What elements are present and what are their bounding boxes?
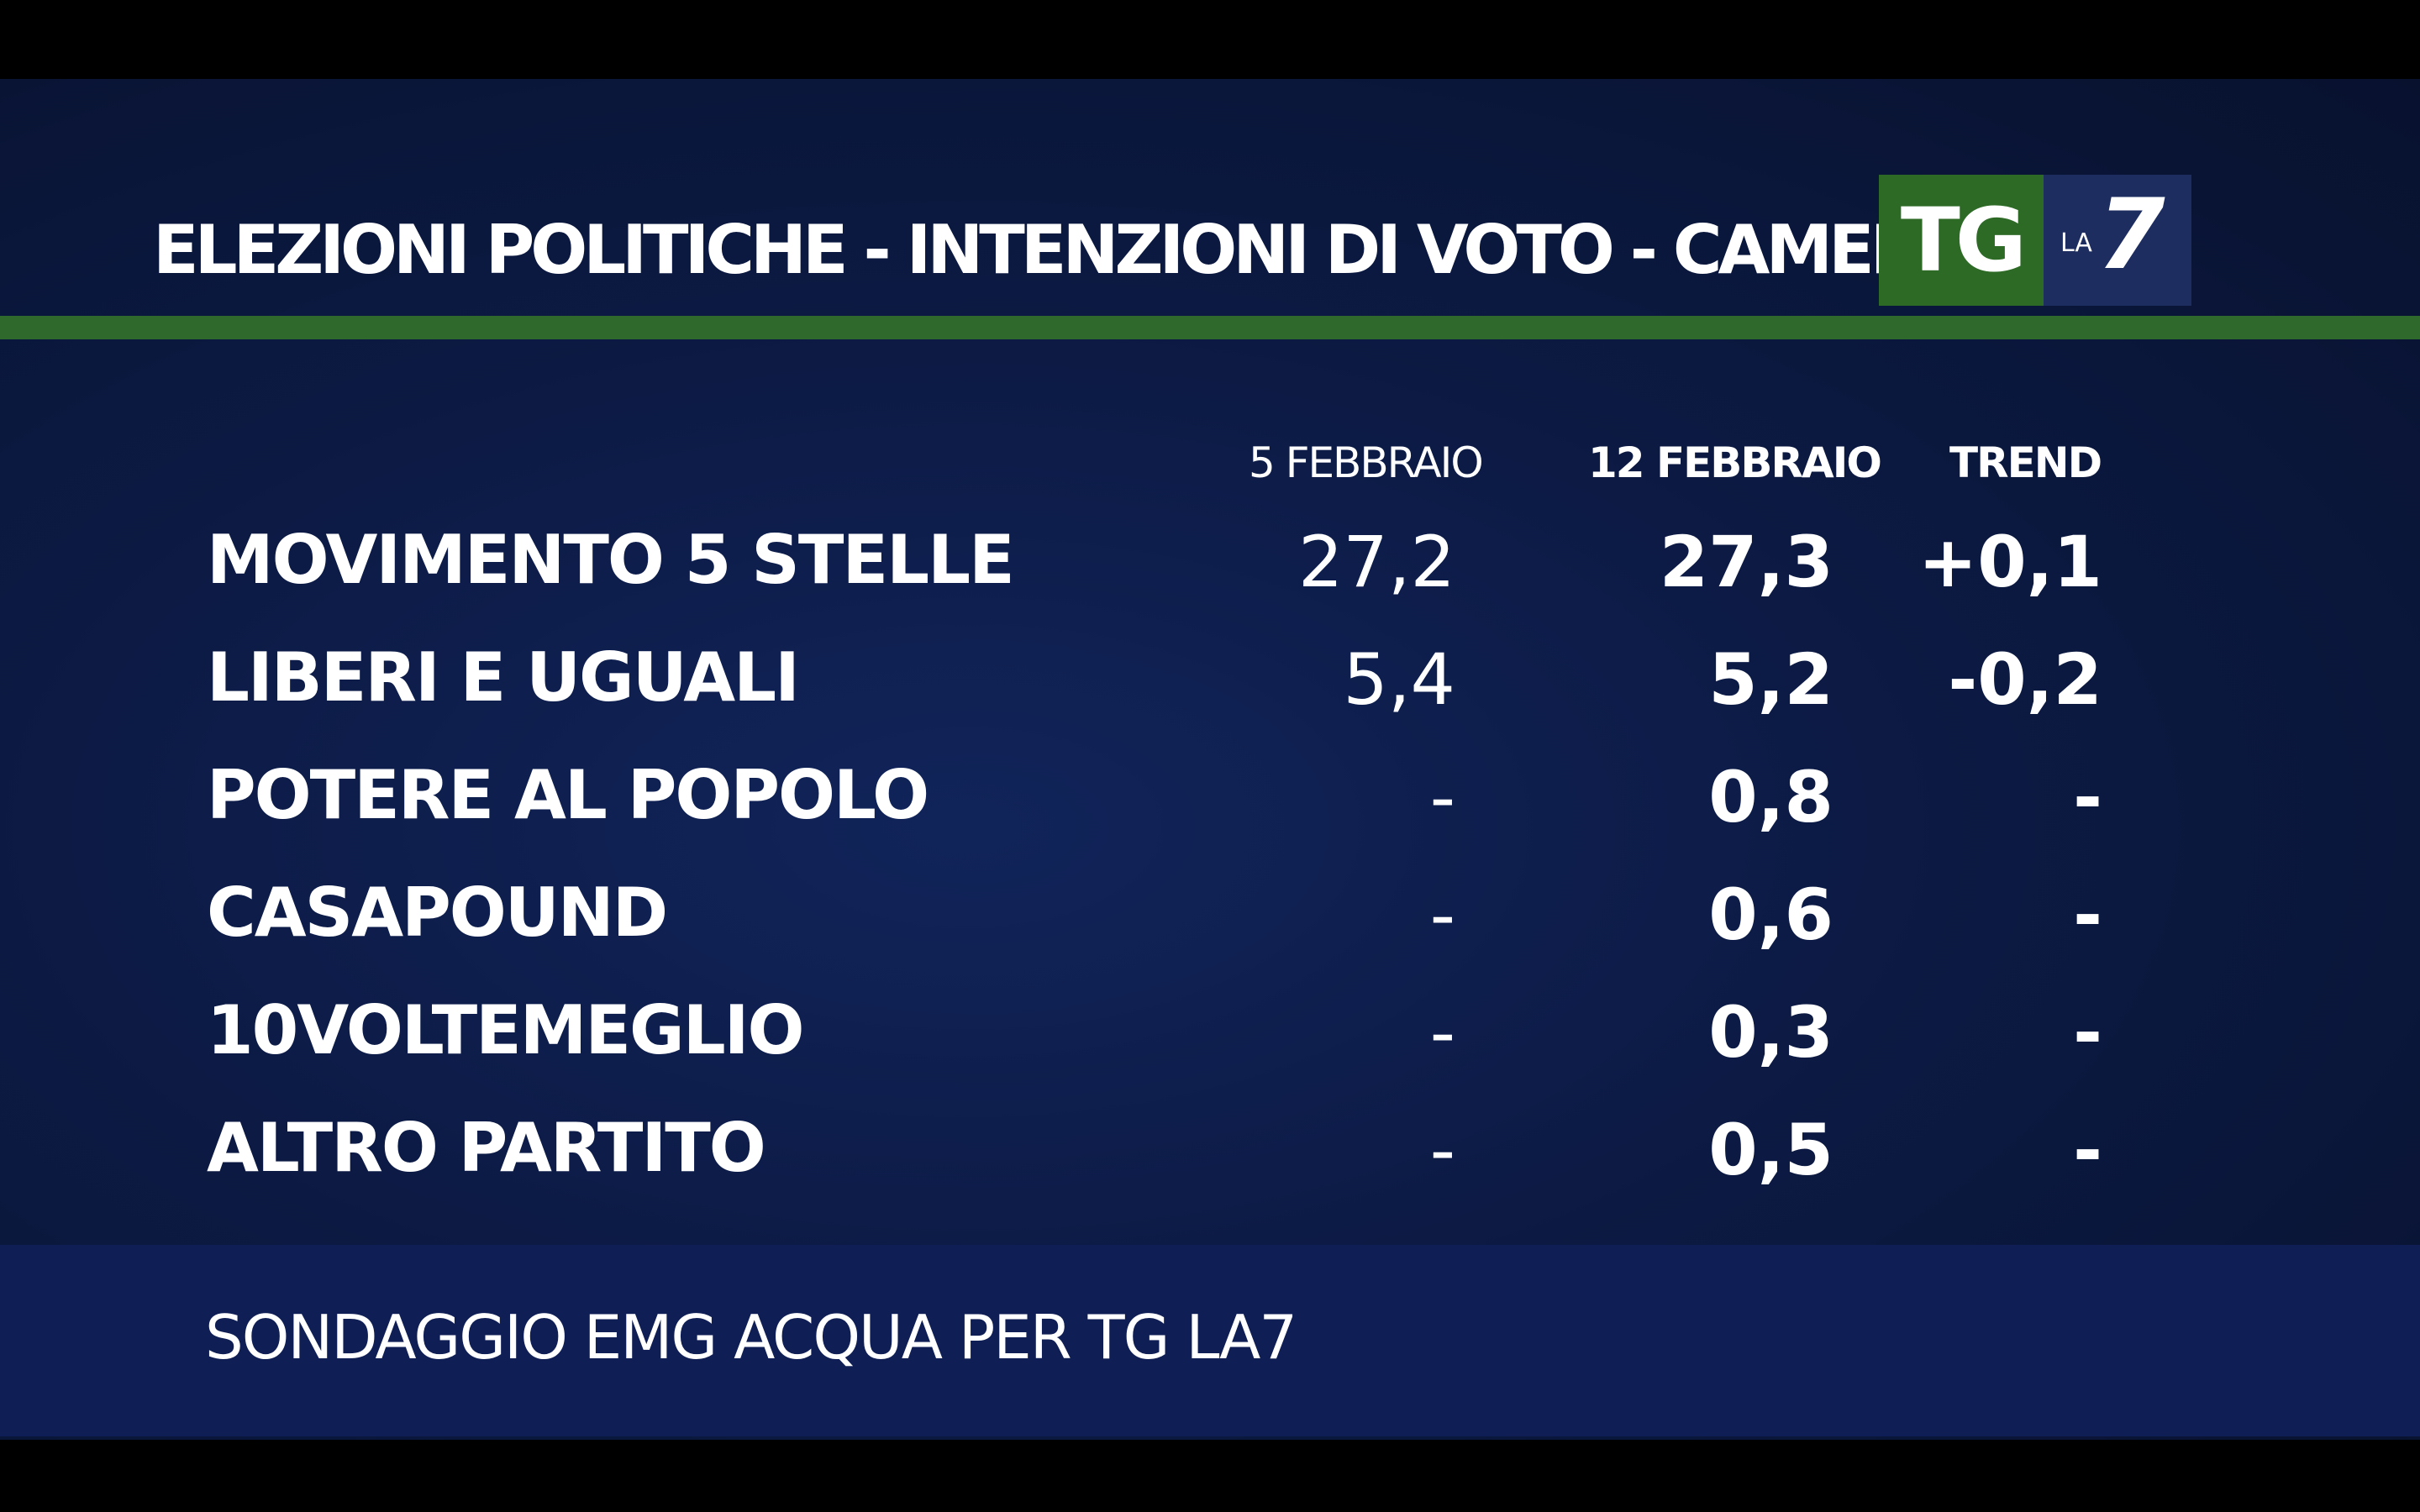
value-trend: +0,1 bbox=[1918, 521, 2102, 603]
chart-title: ELEZIONI POLITICHE - INTENZIONI DI VOTO … bbox=[153, 211, 1970, 289]
tg-la7-logo: TG LA 7 bbox=[1879, 175, 2191, 306]
party-name: MOVIMENTO 5 STELLE bbox=[207, 521, 1015, 599]
table-row: LIBERI E UGUALI 5,4 5,2 -0,2 bbox=[0, 638, 2420, 731]
value-5-febbraio: - bbox=[1429, 991, 1455, 1074]
value-trend: - bbox=[2073, 1109, 2102, 1191]
value-12-febbraio: 0,8 bbox=[1708, 756, 1833, 838]
table-row: ALTRO PARTITO - 0,5 - bbox=[0, 1109, 2420, 1201]
value-trend: - bbox=[2073, 991, 2102, 1074]
value-5-febbraio: 5,4 bbox=[1343, 638, 1455, 721]
value-trend: - bbox=[2073, 756, 2102, 838]
party-name: LIBERI E UGUALI bbox=[207, 638, 800, 717]
value-12-febbraio: 5,2 bbox=[1708, 638, 1833, 721]
graphic-panel bbox=[0, 79, 2420, 1440]
value-12-febbraio: 0,5 bbox=[1708, 1109, 1833, 1191]
value-12-febbraio: 0,3 bbox=[1708, 991, 1833, 1074]
logo-la7: LA 7 bbox=[2044, 175, 2191, 306]
header-divider bbox=[0, 316, 2420, 339]
value-trend: - bbox=[2073, 874, 2102, 956]
logo-la-text: LA bbox=[2060, 228, 2092, 258]
party-name: CASAPOUND bbox=[207, 874, 668, 952]
column-header-trend: TREND bbox=[1949, 438, 2102, 487]
value-12-febbraio: 27,3 bbox=[1659, 521, 1833, 603]
poll-source: SONDAGGIO EMG ACQUA PER TG LA7 bbox=[205, 1302, 1297, 1373]
value-trend: -0,2 bbox=[1948, 638, 2102, 721]
value-5-febbraio: 27,2 bbox=[1297, 521, 1455, 603]
table-row: MOVIMENTO 5 STELLE 27,2 27,3 +0,1 bbox=[0, 521, 2420, 613]
table-row: POTERE AL POPOLO - 0,8 - bbox=[0, 756, 2420, 848]
table-row: CASAPOUND - 0,6 - bbox=[0, 874, 2420, 966]
value-12-febbraio: 0,6 bbox=[1708, 874, 1833, 956]
party-name: 10VOLTEMEGLIO bbox=[207, 991, 804, 1069]
value-5-febbraio: - bbox=[1429, 874, 1455, 956]
value-5-febbraio: - bbox=[1429, 756, 1455, 838]
value-5-febbraio: - bbox=[1429, 1109, 1455, 1191]
footer-bar bbox=[0, 1245, 2420, 1436]
logo-7-text: 7 bbox=[2097, 178, 2165, 291]
column-header-curr: 12 FEBBRAIO bbox=[1588, 438, 1882, 487]
column-header-prev: 5 FEBBRAIO bbox=[1249, 438, 1484, 487]
party-name: POTERE AL POPOLO bbox=[207, 756, 929, 834]
party-name: ALTRO PARTITO bbox=[207, 1109, 766, 1187]
logo-tg: TG bbox=[1879, 175, 2044, 306]
table-row: 10VOLTEMEGLIO - 0,3 - bbox=[0, 991, 2420, 1084]
